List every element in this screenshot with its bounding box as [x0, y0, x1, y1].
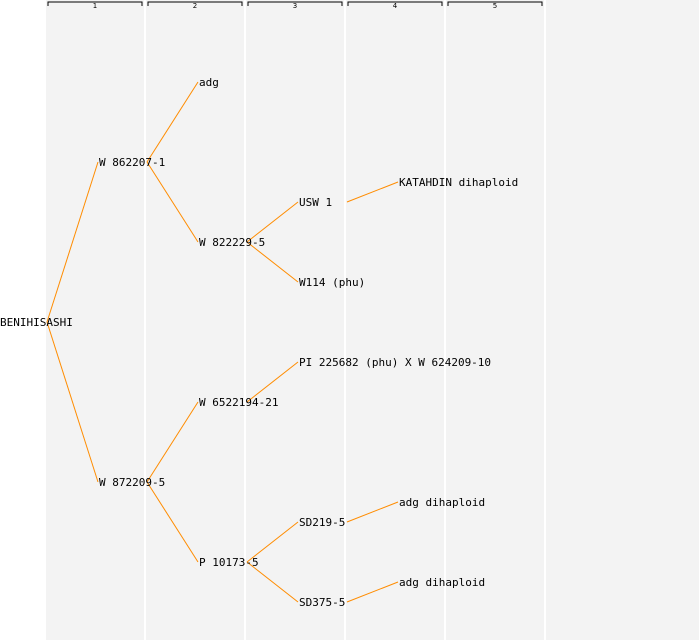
- generation-bracket: [347, 1, 443, 6]
- pedigree-edge: [146, 161, 199, 243]
- generation-number: 5: [493, 2, 497, 10]
- pedigree-node-label[interactable]: PI 225682 (phu) X W 624209-10: [299, 356, 491, 369]
- generation-column: [246, 0, 344, 640]
- generation-number: 3: [293, 2, 297, 10]
- pedigree-edge: [246, 521, 299, 563]
- generation-column: [146, 0, 244, 640]
- pedigree-node-label[interactable]: W 872209-5: [99, 476, 165, 489]
- generation-columns: [46, 0, 699, 640]
- pedigree-edge: [246, 561, 299, 603]
- pedigree-edge: [246, 201, 299, 243]
- pedigree-node-label[interactable]: SD375-5: [299, 596, 345, 609]
- pedigree-edge: [246, 241, 299, 283]
- pedigree-node-label[interactable]: BENIHISASHI: [0, 316, 73, 329]
- generation-number: 2: [193, 2, 197, 10]
- pedigree-edge: [346, 581, 399, 603]
- pedigree-node-label[interactable]: USW 1: [299, 196, 332, 209]
- generation-column: [346, 0, 444, 640]
- generation-number: 4: [393, 2, 398, 10]
- pedigree-node-label[interactable]: P 10173-5: [199, 556, 259, 569]
- pedigree-edge: [346, 181, 399, 203]
- pedigree-edge: [146, 481, 199, 563]
- pedigree-edges: [46, 81, 399, 603]
- generation-bracket: [447, 1, 543, 6]
- pedigree-edge: [146, 81, 199, 163]
- pedigree-node-label[interactable]: KATAHDIN dihaploid: [399, 176, 518, 189]
- pedigree-edge: [346, 501, 399, 523]
- pedigree-node-label[interactable]: W 6522194-21: [199, 396, 278, 409]
- generation-bracket: [147, 1, 243, 6]
- pedigree-nodes: BENIHISASHI W 862207-1 W 872209-5 adg W 8222…: [0, 76, 518, 609]
- pedigree-node-label[interactable]: SD219-5: [299, 516, 345, 529]
- pedigree-node-label[interactable]: W114 (phu): [299, 276, 365, 289]
- pedigree-edge: [46, 161, 99, 323]
- pedigree-node-label[interactable]: adg: [199, 76, 219, 89]
- pedigree-node-label[interactable]: adg dihaploid: [399, 496, 485, 509]
- generation-column: [46, 0, 144, 640]
- pedigree-node-label[interactable]: adg dihaploid: [399, 576, 485, 589]
- pedigree-edge: [246, 361, 299, 403]
- pedigree-node-label[interactable]: W 822229-5: [199, 236, 265, 249]
- generation-header: 1 2 3 4 5: [47, 1, 543, 10]
- generation-bracket: [247, 1, 343, 6]
- generation-column: [546, 0, 699, 640]
- generation-bracket: [47, 1, 143, 6]
- pedigree-edge: [46, 321, 99, 483]
- pedigree-node-label[interactable]: W 862207-1: [99, 156, 165, 169]
- generation-number: 1: [93, 2, 97, 10]
- pedigree-edge: [146, 401, 199, 483]
- generation-column: [446, 0, 544, 640]
